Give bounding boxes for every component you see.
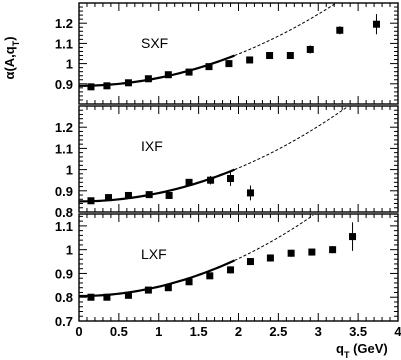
- data-point: [308, 248, 316, 256]
- data-point: [87, 293, 95, 301]
- data-point: [165, 191, 173, 199]
- y-tick-label: 0.9: [55, 184, 73, 199]
- y-tick-label: 1.2: [55, 120, 73, 135]
- y-tick-label: 0.8: [55, 205, 73, 220]
- y-tick-label: 0.9: [55, 77, 73, 92]
- x-tick-label: 2.5: [269, 324, 287, 339]
- x-tick-label: 4: [394, 324, 401, 339]
- data-point: [124, 191, 132, 199]
- y-tick-label: 0.7: [55, 314, 73, 329]
- data-point: [286, 52, 294, 60]
- y-tick-label: 1.2: [55, 16, 73, 31]
- y-axis-label-group: α(A,qT): [2, 36, 21, 79]
- panel-ixf: 0.8 0.9 1 1.1 1.2 IXF: [55, 105, 399, 220]
- data-point: [145, 191, 153, 199]
- data-point: [206, 272, 214, 280]
- fit-curve-solid: [78, 54, 235, 87]
- x-tick-label: 0: [75, 324, 82, 339]
- panel-frame: [78, 2, 399, 105]
- y-tick-label: 0.8: [55, 290, 73, 305]
- data-point: [266, 254, 274, 262]
- fit-curve-dashed: [234, 214, 314, 261]
- data-point: [207, 176, 215, 184]
- data-point: [124, 79, 132, 87]
- x-tick-label: 3.5: [349, 324, 367, 339]
- x-tick-label: 1.5: [190, 324, 208, 339]
- data-point: [87, 83, 95, 91]
- data-point: [103, 293, 111, 301]
- panels: 0.9 1 1.1 1.2 SXF 0.8 0.9 1 1.1 1.2 IXF 0.7 0.8 0.9 1 1…: [55, 2, 401, 339]
- data-point: [144, 75, 152, 83]
- x-tick-label: 1: [155, 324, 162, 339]
- data-point: [287, 249, 295, 257]
- data-point: [246, 258, 254, 266]
- data-point: [306, 45, 314, 53]
- y-tick-label: 0.9: [55, 266, 73, 281]
- y-tick-label: 1: [66, 243, 73, 258]
- data-point: [103, 82, 111, 90]
- data-point: [246, 189, 254, 197]
- data-point: [144, 286, 152, 294]
- data-point: [87, 197, 95, 205]
- data-point: [227, 266, 235, 274]
- data-point: [185, 68, 193, 76]
- x-tick-label: 0.5: [110, 324, 128, 339]
- data-point: [266, 52, 274, 60]
- x-axis-label: qT (GeV): [336, 341, 388, 360]
- panel-label: SXF: [141, 35, 168, 51]
- panel-label: LXF: [141, 246, 167, 262]
- data-point: [349, 233, 357, 241]
- data-point: [124, 291, 132, 299]
- y-tick-label: 1.1: [55, 219, 73, 234]
- y-tick-label: 1.1: [55, 36, 73, 51]
- panel-sxf: 0.9 1 1.1 1.2 SXF: [55, 2, 399, 105]
- y-tick-label: 1: [66, 163, 73, 178]
- data-point: [164, 284, 172, 292]
- panel-lxf: 0.7 0.8 0.9 1 1.1 LXF: [55, 213, 399, 329]
- x-tick-label: 2: [235, 324, 242, 339]
- data-point: [225, 60, 233, 68]
- data-point: [205, 63, 213, 71]
- data-point: [185, 178, 193, 186]
- x-tick-label: 3: [315, 324, 322, 339]
- y-axis-label: α(A,qT): [2, 36, 21, 79]
- panel-label: IXF: [141, 138, 163, 154]
- y-tick-label: 1.1: [55, 141, 73, 156]
- data-point: [372, 20, 380, 28]
- y-tick-label: 1: [66, 57, 73, 72]
- fit-curve-dashed: [234, 3, 336, 57]
- data-point: [227, 175, 235, 183]
- data-point: [246, 56, 254, 64]
- data-point: [329, 246, 337, 254]
- data-point: [336, 26, 344, 34]
- data-point: [105, 194, 113, 202]
- fit-curve-solid: [78, 168, 235, 203]
- data-point: [164, 71, 172, 79]
- data-point: [185, 278, 193, 286]
- fit-curve-dashed: [234, 106, 348, 171]
- panel-frame: [78, 213, 399, 322]
